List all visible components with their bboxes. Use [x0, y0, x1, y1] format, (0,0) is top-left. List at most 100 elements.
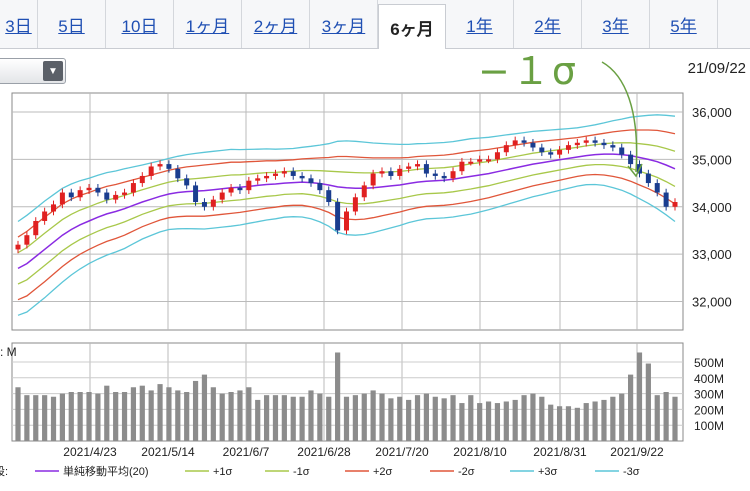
candle-up	[352, 197, 358, 212]
tab-2year[interactable]: 2年	[514, 0, 582, 48]
tab-6month[interactable]: 6ヶ月	[378, 4, 446, 49]
candle-up	[246, 180, 252, 191]
volume-bar	[166, 387, 172, 441]
candle-down	[388, 171, 394, 176]
candle-up	[228, 187, 234, 193]
tab-2month[interactable]: 2ヶ月	[242, 0, 310, 48]
volume-bar	[592, 401, 598, 441]
volume-bar	[192, 380, 199, 441]
candle-down	[663, 192, 669, 207]
tab-1year[interactable]: 1年	[446, 0, 514, 48]
candle-up	[344, 211, 349, 231]
volume-bar	[503, 401, 509, 441]
band-plus-1-sigma	[17, 142, 676, 254]
candle-up	[86, 187, 92, 191]
volume-bar	[24, 395, 30, 441]
volume-bar	[628, 374, 634, 441]
tab-3day[interactable]: 3日	[0, 0, 38, 48]
candle-up	[130, 183, 136, 193]
volume-bar	[77, 392, 83, 441]
volume-bar	[414, 395, 421, 441]
volume-bar	[494, 403, 501, 441]
volume-bar	[157, 384, 163, 441]
volume-bar	[308, 390, 314, 441]
volume-bar	[485, 401, 492, 441]
volume-bar	[370, 390, 376, 441]
volume-bar	[175, 390, 181, 441]
candle-up	[450, 171, 456, 179]
candle-up	[15, 244, 21, 250]
annotation-arrowhead	[627, 163, 643, 178]
candle-down	[645, 173, 651, 184]
volume-bar	[619, 393, 625, 441]
x-tick-label: 2021/9/22	[610, 445, 664, 459]
legend-entry: +3σ	[538, 466, 558, 478]
candle-up	[406, 166, 412, 169]
legend-entry: -2σ	[458, 466, 475, 478]
chart-type-select[interactable]: ▼	[0, 58, 66, 84]
candle-up	[51, 204, 57, 212]
volume-bar	[361, 393, 367, 441]
candle-down	[592, 140, 598, 143]
volume-bar	[246, 387, 252, 441]
candle-down	[104, 192, 110, 200]
candle-down	[432, 173, 438, 176]
tab-10day[interactable]: 10日	[106, 0, 174, 48]
tab-5year[interactable]: 5年	[650, 0, 718, 48]
candle-up	[219, 192, 225, 200]
candle-up	[379, 171, 385, 174]
candle-up	[59, 192, 65, 205]
candle-down	[628, 154, 634, 165]
volume-bar	[468, 395, 474, 441]
candle-down	[539, 147, 545, 153]
volume-bar	[521, 395, 527, 441]
candle-down	[521, 140, 527, 143]
sma-20-line	[17, 153, 676, 270]
candle-up	[477, 159, 483, 162]
candle-down	[95, 187, 101, 193]
volume-bar	[201, 374, 208, 441]
volume-bar	[574, 407, 580, 441]
volume-bar	[459, 403, 465, 441]
volume-bar	[654, 395, 660, 441]
candle-down	[530, 142, 536, 148]
volume-bar	[388, 398, 394, 441]
annotation-arrow	[601, 61, 638, 173]
candle-down	[423, 164, 429, 174]
candle-down	[237, 187, 243, 191]
candle-up	[42, 211, 48, 221]
legend-prefix: 設:	[0, 464, 8, 478]
volume-tick-label: 200M	[694, 403, 724, 417]
x-tick-label: 2021/8/10	[453, 445, 507, 459]
tab-3year[interactable]: 3年	[582, 0, 650, 48]
legend-entry: -1σ	[293, 466, 310, 478]
volume-bar	[423, 393, 430, 441]
volume-bar	[450, 395, 456, 441]
price-tick-label: 36,000	[692, 105, 732, 120]
tab-3month[interactable]: 3ヶ月	[310, 0, 378, 48]
price-tick-label: 34,000	[692, 200, 732, 215]
volume-bar	[113, 392, 119, 441]
volume-bar	[636, 352, 643, 441]
volume-bar	[219, 393, 225, 441]
tab-5day[interactable]: 5日	[38, 0, 106, 48]
tab-1month[interactable]: 1ヶ月	[174, 0, 242, 48]
candle-up	[33, 220, 39, 236]
volume-unit-label: : M	[0, 345, 17, 359]
volume-bar	[237, 390, 243, 441]
chart-date: 21/09/22	[687, 60, 746, 77]
candle-down	[193, 185, 199, 203]
volume-bar	[317, 393, 323, 441]
candle-up	[672, 202, 678, 207]
candle-down	[317, 183, 323, 191]
candle-up	[494, 152, 500, 160]
volume-bar	[432, 396, 438, 441]
candle-down	[654, 183, 660, 193]
candle-up	[255, 178, 261, 181]
volume-bar	[130, 387, 137, 441]
volume-bar	[556, 406, 563, 441]
volume-bar	[539, 396, 545, 441]
volume-bar	[352, 395, 358, 441]
volume-tick-label: 500M	[694, 356, 724, 370]
volume-bar	[406, 399, 412, 441]
